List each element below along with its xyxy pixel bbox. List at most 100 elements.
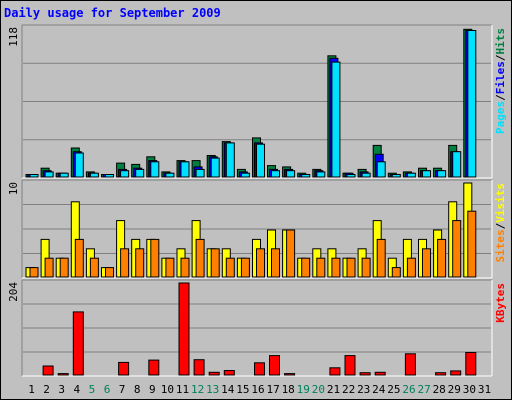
x-tick-label-13: 13 [206, 383, 219, 396]
bar-pages-day-8 [135, 168, 145, 178]
bar-pages-day-10 [165, 172, 175, 178]
bar-pages-day-17 [271, 170, 280, 178]
x-tick-label-22: 22 [342, 383, 355, 396]
right-label-part: Hits [494, 28, 507, 55]
bar-sites-day-4 [74, 238, 84, 278]
x-tick-label-4: 4 [73, 383, 80, 396]
y-axis-max-label: 204 [7, 282, 20, 302]
bar-sites-day-23 [361, 257, 371, 278]
bar-sites-day-7 [120, 248, 130, 278]
bar-kbytes-day-16 [254, 362, 265, 376]
bar-sites-day-13 [210, 248, 220, 278]
bar-sites-day-6 [105, 267, 114, 278]
x-tick-label-15: 15 [236, 383, 249, 396]
bar-kbytes-day-7 [118, 361, 130, 376]
x-tick-label-23: 23 [357, 383, 370, 396]
x-tick-label-14: 14 [221, 383, 235, 396]
x-tick-label-19: 19 [297, 383, 310, 396]
bar-sites-day-17 [271, 248, 280, 278]
bar-pages-day-25 [391, 174, 401, 178]
bar-pages-day-14 [225, 142, 235, 178]
bar-sites-day-12 [195, 238, 205, 278]
bar-sites-day-27 [422, 248, 431, 278]
right-label-part: Pages [494, 101, 507, 134]
x-tick-label-12: 12 [191, 383, 204, 396]
x-tick-label-31: 31 [478, 383, 491, 396]
x-tick-label-26: 26 [402, 383, 415, 396]
bar-sites-day-26 [406, 257, 416, 278]
bar-sites-day-25 [391, 267, 401, 278]
bar-sites-day-28 [437, 238, 447, 278]
right-series-label: KBytes [494, 283, 507, 323]
chart-title: Daily usage for September 2009 [4, 6, 221, 20]
bar-pages-day-24 [376, 161, 386, 178]
right-label-part: / [494, 54, 507, 61]
bar-kbytes-day-26 [404, 353, 416, 376]
bar-kbytes-day-22 [344, 355, 356, 376]
right-label-part: KBytes [494, 283, 507, 323]
bar-sites-day-19 [301, 257, 311, 278]
x-tick-label-20: 20 [312, 383, 325, 396]
bar-pages-day-16 [256, 143, 265, 178]
x-tick-label-9: 9 [149, 383, 156, 396]
right-series-label: Sites/Visits [494, 183, 507, 263]
bar-sites-day-1 [29, 267, 39, 278]
x-tick-label-3: 3 [58, 383, 65, 396]
bar-pages-day-3 [59, 172, 69, 178]
bar-pages-day-19 [301, 174, 311, 178]
bar-sites-day-14 [225, 257, 235, 278]
bar-kbytes-day-4 [72, 311, 84, 376]
bar-sites-day-10 [165, 257, 175, 278]
bar-kbytes-day-3 [57, 373, 69, 376]
bar-sites-day-16 [256, 248, 265, 278]
bar-pages-day-9 [150, 161, 160, 178]
bar-kbytes-day-12 [193, 359, 205, 376]
bar-kbytes-day-24 [374, 371, 386, 376]
bar-kbytes-day-11 [178, 282, 190, 376]
bar-pages-day-15 [240, 172, 250, 178]
bar-sites-day-21 [331, 257, 341, 278]
x-tick-label-25: 25 [387, 383, 400, 396]
bar-pages-day-13 [210, 157, 220, 178]
x-tick-label-21: 21 [327, 383, 340, 396]
x-tick-label-16: 16 [251, 383, 264, 396]
bar-pages-day-20 [316, 171, 326, 178]
bar-pages-day-1 [29, 174, 39, 178]
bar-kbytes-day-17 [269, 355, 280, 376]
x-tick-label-7: 7 [119, 383, 126, 396]
bar-pages-day-12 [195, 168, 205, 178]
x-tick-label-27: 27 [417, 383, 430, 396]
bar-kbytes-day-21 [329, 367, 341, 376]
bar-pages-day-26 [406, 172, 416, 178]
right-label-part: Files [494, 61, 507, 94]
bar-sites-day-3 [59, 257, 69, 278]
x-tick-label-18: 18 [282, 383, 295, 396]
x-tick-label-28: 28 [433, 383, 446, 396]
bar-kbytes-day-28 [435, 372, 447, 376]
bar-kbytes-day-18 [284, 373, 296, 376]
y-axis-max-label: 10 [7, 182, 20, 195]
bar-pages-day-27 [422, 170, 431, 178]
bar-kbytes-day-13 [208, 371, 220, 376]
bar-pages-day-30 [467, 30, 477, 178]
x-tick-label-2: 2 [43, 383, 50, 396]
bar-sites-day-24 [376, 238, 386, 278]
bar-sites-day-18 [286, 229, 296, 278]
bar-sites-day-2 [44, 257, 54, 278]
bar-pages-day-5 [89, 172, 99, 178]
x-tick-label-24: 24 [372, 383, 386, 396]
bar-pages-day-4 [74, 152, 84, 178]
bar-kbytes-day-9 [148, 359, 160, 376]
bar-kbytes-day-30 [465, 352, 477, 376]
bar-kbytes-day-23 [359, 372, 371, 376]
bar-kbytes-day-29 [450, 370, 462, 376]
right-label-part: Sites [494, 229, 507, 262]
x-tick-label-6: 6 [104, 383, 111, 396]
bar-sites-day-22 [346, 257, 356, 278]
x-tick-label-5: 5 [89, 383, 96, 396]
bar-pages-day-21 [331, 61, 341, 178]
bar-sites-day-9 [150, 238, 160, 278]
x-tick-label-30: 30 [463, 383, 476, 396]
right-label-part: Visits [494, 183, 507, 223]
